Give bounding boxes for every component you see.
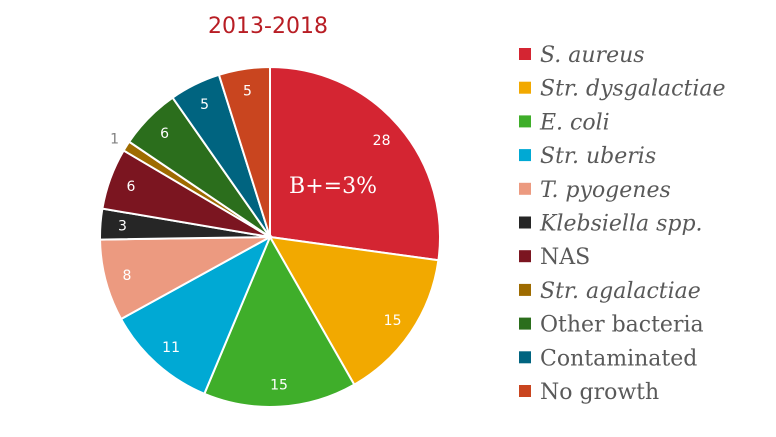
legend-label-e-coli: E. coli [539, 110, 610, 135]
legend-item-s-aureus: S. aureus [519, 43, 645, 68]
legend-item-nas: NAS [519, 245, 590, 270]
pie-slice-labels: 28 15 15 11 8 3 6 1 6 5 5 [110, 84, 401, 394]
legend-swatch-str-dysgalactiae [519, 81, 531, 94]
legend-label-str-agalactiae: Str. agalactiae [540, 279, 701, 304]
legend-swatch-str-uberis [519, 149, 531, 162]
slice-value-other-bacteria: 6 [160, 126, 169, 142]
legend-swatch-s-aureus [519, 48, 531, 60]
legend-item-contaminated: Contaminated [519, 346, 697, 371]
legend-label-no-growth: No growth [540, 380, 659, 405]
slice-value-no-growth: 5 [243, 84, 252, 100]
chart-title: 2013-2018 [208, 14, 328, 39]
slice-value-str-dysgalactiae: 15 [384, 313, 402, 329]
legend-swatch-other-bacteria [519, 317, 531, 330]
slice-value-nas: 6 [127, 179, 136, 195]
slice-s-aureus [269, 65, 441, 262]
slice-value-str-uberis: 11 [162, 340, 180, 356]
slice-value-klebsiella-spp: 3 [118, 219, 127, 235]
legend-swatch-e-coli [519, 115, 531, 128]
slice-value-str-agalactiae: 1 [110, 132, 119, 148]
slice-value-contaminated: 5 [200, 97, 209, 113]
pie-slices [99, 65, 441, 408]
legend-item-klebsiella-spp: Klebsiella spp. [519, 212, 703, 237]
legend-item-str-uberis: Str. uberis [519, 144, 656, 169]
slice-value-s-aureus: 28 [373, 133, 391, 149]
legend-swatch-str-agalactiae [519, 283, 531, 296]
legend-label-str-uberis: Str. uberis [540, 144, 656, 169]
slice-no-growth [217, 65, 271, 238]
legend-label-str-dysgalactiae: Str. dysgalactiae [540, 77, 726, 102]
legend-swatch-nas [519, 250, 531, 263]
legend-item-str-dysgalactiae: Str. dysgalactiae [519, 77, 726, 102]
legend-label-t-pyogenes: T. pyogenes [540, 178, 671, 203]
legend-item-t-pyogenes: T. pyogenes [519, 178, 671, 203]
slice-value-e-coli: 15 [270, 378, 288, 394]
annotation-label: B+=3% [289, 174, 377, 199]
slice-value-t-pyogenes: 8 [122, 268, 131, 284]
legend: S. aureus Str. dysgalactiae E. coli Str. ub… [519, 43, 726, 405]
slice-str-dysgalactiae [268, 235, 440, 387]
legend-item-no-growth: No growth [519, 380, 659, 405]
legend-swatch-klebsiella-spp [519, 216, 531, 229]
legend-label-s-aureus: S. aureus [540, 43, 645, 68]
legend-label-contaminated: Contaminated [540, 346, 697, 371]
legend-swatch-t-pyogenes [519, 182, 531, 195]
legend-swatch-no-growth [519, 385, 531, 397]
legend-label-other-bacteria: Other bacteria [540, 313, 704, 338]
legend-item-e-coli: E. coli [519, 110, 610, 135]
legend-item-other-bacteria: Other bacteria [519, 313, 704, 338]
legend-label-klebsiella-spp: Klebsiella spp. [539, 212, 703, 237]
slice-str-uberis [119, 234, 273, 396]
legend-swatch-contaminated [519, 351, 531, 364]
legend-item-str-agalactiae: Str. agalactiae [519, 279, 701, 304]
slice-e-coli [203, 234, 356, 408]
legend-label-nas: NAS [540, 245, 590, 270]
